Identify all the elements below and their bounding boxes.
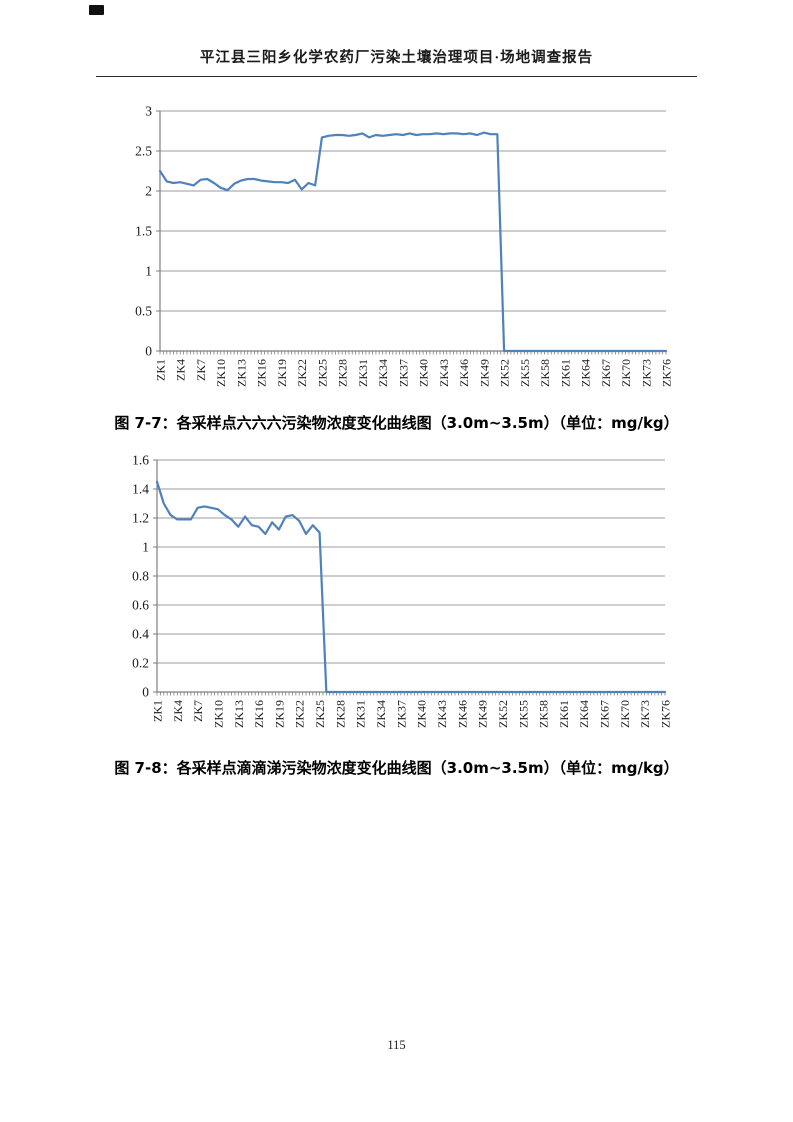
figure-7-7-caption: 图 7-7：各采样点六六六污染物浓度变化曲线图（3.0m~3.5m）（单位：mg… xyxy=(114,414,679,432)
x-tick-label: ZK64 xyxy=(579,359,593,387)
x-tick-label: ZK76 xyxy=(660,359,674,387)
x-tick-label: ZK55 xyxy=(516,700,530,728)
line-chart-svg: 0 0.2 0.4 0.6 0.8 1 1.2 1.4 1.6 ZK1 ZK4 ZK7 ZK10 ZK13… xyxy=(132,453,673,729)
x-tick-label: ZK73 xyxy=(639,359,653,387)
data-series-line xyxy=(158,131,668,353)
x-tick-label: ZK43 xyxy=(437,359,451,387)
x-tick-label: ZK40 xyxy=(415,700,429,728)
x-tick-label: ZK16 xyxy=(255,359,269,387)
x-tick-label: ZK4 xyxy=(171,700,185,722)
x-tick-label: ZK52 xyxy=(496,700,510,728)
y-tick-label: 3 xyxy=(145,104,152,119)
figure-7-8-caption: 图 7-8：各采样点滴滴涕污染物浓度变化曲线图（3.0m~3.5m）（单位：mg… xyxy=(114,759,679,777)
y-tick-label: 2.5 xyxy=(135,144,152,159)
x-tick-label: ZK70 xyxy=(619,359,633,387)
y-tick-label: 2 xyxy=(145,184,152,199)
data-series-line xyxy=(155,480,667,694)
page-header: 平江县三阳乡化学农药厂污染土壤治理项目·场地调查报告 xyxy=(96,46,697,77)
x-tick-label: ZK64 xyxy=(577,700,591,728)
x-tick-label: ZK1 xyxy=(151,700,165,722)
report-title: 平江县三阳乡化学农药厂污染土壤治理项目·场地调查报告 xyxy=(199,50,594,66)
page-footer: 115 xyxy=(0,1038,793,1053)
y-tick-label: 1.4 xyxy=(132,482,149,497)
x-tick-label: ZK10 xyxy=(211,700,225,728)
y-tick-label: 0 xyxy=(145,344,152,359)
y-tick-label: 1.5 xyxy=(135,224,152,239)
x-tick-label: ZK43 xyxy=(435,700,449,728)
x-tick-label: ZK49 xyxy=(476,700,490,728)
y-tick-label: 1 xyxy=(142,540,149,555)
x-tick-label: ZK70 xyxy=(618,700,632,728)
x-tick-label: ZK16 xyxy=(252,700,266,728)
x-tick-label: ZK49 xyxy=(477,359,491,387)
x-tick-label: ZK19 xyxy=(272,700,286,728)
page-number: 115 xyxy=(387,1038,406,1052)
y-tick-label: 1 xyxy=(145,264,152,279)
x-tick-label: ZK7 xyxy=(191,700,205,722)
x-tick-label: ZK67 xyxy=(598,700,612,728)
x-tick-label: ZK25 xyxy=(315,359,329,387)
x-tick-label: ZK22 xyxy=(293,700,307,728)
x-tick-label: ZK58 xyxy=(537,700,551,728)
x-tick-label: ZK37 xyxy=(396,359,410,387)
x-tick-label: ZK40 xyxy=(417,359,431,387)
x-tick-label: ZK10 xyxy=(214,359,228,387)
x-tick-label: ZK46 xyxy=(455,700,469,728)
x-tick-label: ZK52 xyxy=(498,359,512,387)
x-tick-label: ZK25 xyxy=(313,700,327,728)
x-tick-label: ZK22 xyxy=(295,359,309,387)
x-tick-label: ZK31 xyxy=(356,359,370,387)
x-tick-label: ZK34 xyxy=(376,359,390,387)
y-tick-label: 0.6 xyxy=(132,598,149,613)
y-tick-label: 1.6 xyxy=(132,453,149,468)
x-tick-label: ZK61 xyxy=(558,359,572,387)
x-tick-label: ZK61 xyxy=(557,700,571,728)
y-tick-label: 0.2 xyxy=(132,656,149,671)
x-tick-label: ZK73 xyxy=(638,700,652,728)
x-tick-label: ZK1 xyxy=(154,359,168,381)
x-tick-label: ZK31 xyxy=(354,700,368,728)
hch-concentration-line-chart: 0 0.5 1 1.5 2 2.5 3 ZK1 ZK4 ZK7 ZK10 ZK13 ZK16 ZK19 ZK… xyxy=(118,95,678,412)
x-tick-label: ZK37 xyxy=(394,700,408,728)
y-tick-label: 0.4 xyxy=(132,627,149,642)
x-tick-label: ZK46 xyxy=(457,359,471,387)
x-tick-label: ZK4 xyxy=(174,359,188,381)
y-tick-label: 0 xyxy=(142,685,149,700)
x-tick-label: ZK67 xyxy=(599,359,613,387)
x-tick-label: ZK28 xyxy=(333,700,347,728)
x-tick-label: ZK7 xyxy=(194,359,208,381)
scan-artifact xyxy=(89,5,104,15)
line-chart-svg: 0 0.5 1 1.5 2 2.5 3 ZK1 ZK4 ZK7 ZK10 ZK13 ZK16 ZK19 ZK… xyxy=(135,104,674,388)
x-tick-label: ZK58 xyxy=(538,359,552,387)
ddt-concentration-line-chart: 0 0.2 0.4 0.6 0.8 1 1.2 1.4 1.6 ZK1 ZK4 ZK7 ZK10 ZK13… xyxy=(115,446,675,751)
x-tick-label: ZK13 xyxy=(234,359,248,387)
x-tick-label: ZK76 xyxy=(659,700,673,728)
x-tick-label: ZK55 xyxy=(518,359,532,387)
y-tick-label: 1.2 xyxy=(132,511,149,526)
x-tick-label: ZK28 xyxy=(336,359,350,387)
y-tick-label: 0.8 xyxy=(132,569,149,584)
y-tick-label: 0.5 xyxy=(135,304,152,319)
x-tick-label: ZK13 xyxy=(232,700,246,728)
x-tick-label: ZK19 xyxy=(275,359,289,387)
x-tick-label: ZK34 xyxy=(374,700,388,728)
